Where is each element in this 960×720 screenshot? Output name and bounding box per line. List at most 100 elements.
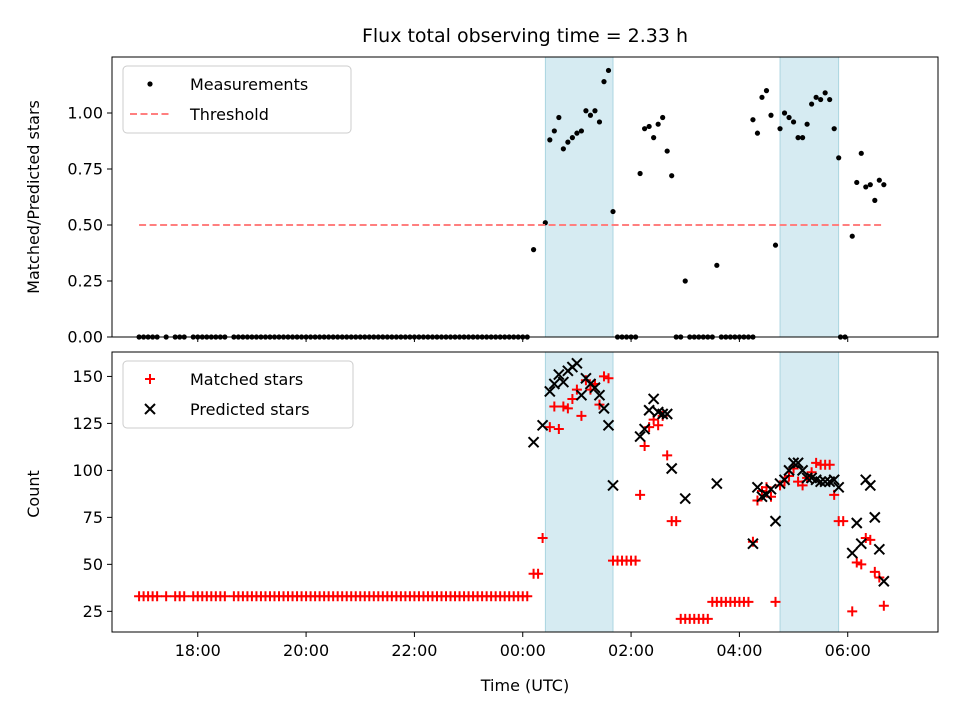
series-matched-stars-point xyxy=(662,450,673,461)
shaded-interval-1 xyxy=(779,351,840,633)
series-measurements-point xyxy=(610,208,616,215)
series-predicted-stars-point xyxy=(571,357,583,369)
series-measurements-point xyxy=(551,128,557,134)
series-matched-stars-point xyxy=(860,533,871,544)
series-predicted-stars-point xyxy=(747,537,759,550)
series-measurements-point xyxy=(547,137,553,143)
series-measurements-point xyxy=(818,96,824,103)
y-tick-label: 150 xyxy=(72,367,103,386)
series-matched-stars-point xyxy=(856,559,867,570)
series-measurements-point xyxy=(637,170,643,177)
series-measurements-point xyxy=(872,197,878,203)
series-measurements-point xyxy=(583,108,589,114)
series-predicted-stars-point xyxy=(593,389,606,401)
legend-predicted-stars-label: Predicted stars xyxy=(190,400,310,419)
series-matched-stars-point xyxy=(549,401,560,412)
y-tick-label: 1.00 xyxy=(67,104,103,123)
series-matched-stars-point xyxy=(558,401,569,412)
series-measurements-point xyxy=(795,135,801,141)
series-matched-stars-point xyxy=(824,459,835,470)
x-tick-label: 18:00 xyxy=(175,641,221,660)
series-measurements-point xyxy=(750,117,756,123)
shaded-interval-0 xyxy=(544,56,614,338)
series-predicted-stars-point xyxy=(536,419,549,431)
series-matched-stars-point xyxy=(544,422,555,433)
series-predicted-stars-point xyxy=(801,472,813,484)
legend-box xyxy=(122,360,354,429)
y-tick-label: 0.50 xyxy=(67,216,103,235)
bottom-legend: Matched stars Predicted stars xyxy=(122,360,354,429)
series-measurements-point xyxy=(854,179,860,186)
series-measurements-point xyxy=(601,79,607,85)
series-measurements-point xyxy=(660,114,666,121)
series-predicted-stars-point xyxy=(878,575,890,587)
series-matched-stars-point xyxy=(639,440,650,451)
legend-threshold-label: Threshold xyxy=(189,105,269,124)
series-matched-stars-point xyxy=(219,591,230,602)
top-ylabel: Matched/Predicted stars xyxy=(24,100,43,294)
x-tick-label: 20:00 xyxy=(283,641,329,660)
series-predicted-stars-point xyxy=(846,547,858,559)
x-tick-label: 04:00 xyxy=(716,641,762,660)
series-matched-stars-point xyxy=(671,516,682,527)
top-legend: Measurements Threshold xyxy=(122,65,352,134)
y-tick-label: 0.75 xyxy=(67,160,103,179)
legend-measurements-label: Measurements xyxy=(190,75,308,94)
series-measurements-point xyxy=(849,233,855,239)
series-measurements-point xyxy=(876,177,882,183)
series-measurements-point xyxy=(596,119,603,125)
series-predicted-stars-point xyxy=(598,402,610,415)
series-measurements-point xyxy=(556,114,562,121)
series-predicted-stars-point xyxy=(711,477,723,490)
series-predicted-stars-point xyxy=(851,517,863,529)
series-predicted-stars-point xyxy=(796,464,809,477)
series-measurements-point xyxy=(655,121,661,127)
series-measurements-point xyxy=(790,119,797,125)
series-predicted-stars-point xyxy=(814,475,827,488)
series-predicted-stars-point xyxy=(643,404,655,416)
series-matched-stars-point xyxy=(743,596,754,607)
series-measurements-point xyxy=(669,173,675,179)
series-measurements-point xyxy=(759,94,765,100)
series-predicted-stars-point xyxy=(607,479,619,492)
series-matched-stars-point xyxy=(653,420,664,431)
series-matched-stars-point xyxy=(603,373,614,384)
legend-matched-stars-label: Matched stars xyxy=(190,370,303,389)
series-matched-stars-point xyxy=(747,536,758,547)
series-predicted-stars-point xyxy=(783,464,795,477)
series-measurements-point xyxy=(827,96,833,103)
series-measurements-point xyxy=(867,182,873,188)
series-measurements-point xyxy=(569,135,575,141)
series-predicted-stars-point xyxy=(751,481,764,494)
series-measurements-point xyxy=(574,130,580,136)
series-matched-stars-point xyxy=(811,457,822,468)
series-predicted-stars-point xyxy=(864,479,877,492)
series-measurements-point xyxy=(530,247,537,253)
series-measurements-point xyxy=(664,148,670,154)
series-matched-stars-point xyxy=(152,591,163,602)
series-measurements-point xyxy=(682,278,688,284)
series-predicted-stars-point xyxy=(869,511,881,524)
series-measurements-point xyxy=(881,182,887,188)
series-predicted-stars-point xyxy=(778,474,791,486)
bottom-ylabel: Count xyxy=(24,470,43,518)
bottom-xlabel: Time (UTC) xyxy=(480,676,569,695)
series-measurements-point xyxy=(858,150,864,156)
series-predicted-stars-point xyxy=(544,385,556,398)
series-matched-stars-point xyxy=(533,568,544,579)
y-tick-label: 50 xyxy=(83,555,103,574)
series-measurements-point xyxy=(646,123,652,130)
series-measurements-point xyxy=(578,128,585,134)
series-predicted-stars-point xyxy=(679,492,691,505)
series-matched-stars-point xyxy=(598,371,609,382)
series-predicted-stars-point xyxy=(828,474,840,486)
series-predicted-stars-point xyxy=(634,430,646,443)
series-predicted-stars-point xyxy=(792,457,804,469)
series-matched-stars-point xyxy=(847,606,858,617)
series-predicted-stars-point xyxy=(656,408,669,420)
series-matched-stars-point xyxy=(838,516,849,527)
series-matched-stars-point xyxy=(562,403,573,414)
y-tick-label: 100 xyxy=(72,461,103,480)
series-measurements-point xyxy=(813,94,819,100)
y-tick-label: 0.25 xyxy=(67,272,103,291)
